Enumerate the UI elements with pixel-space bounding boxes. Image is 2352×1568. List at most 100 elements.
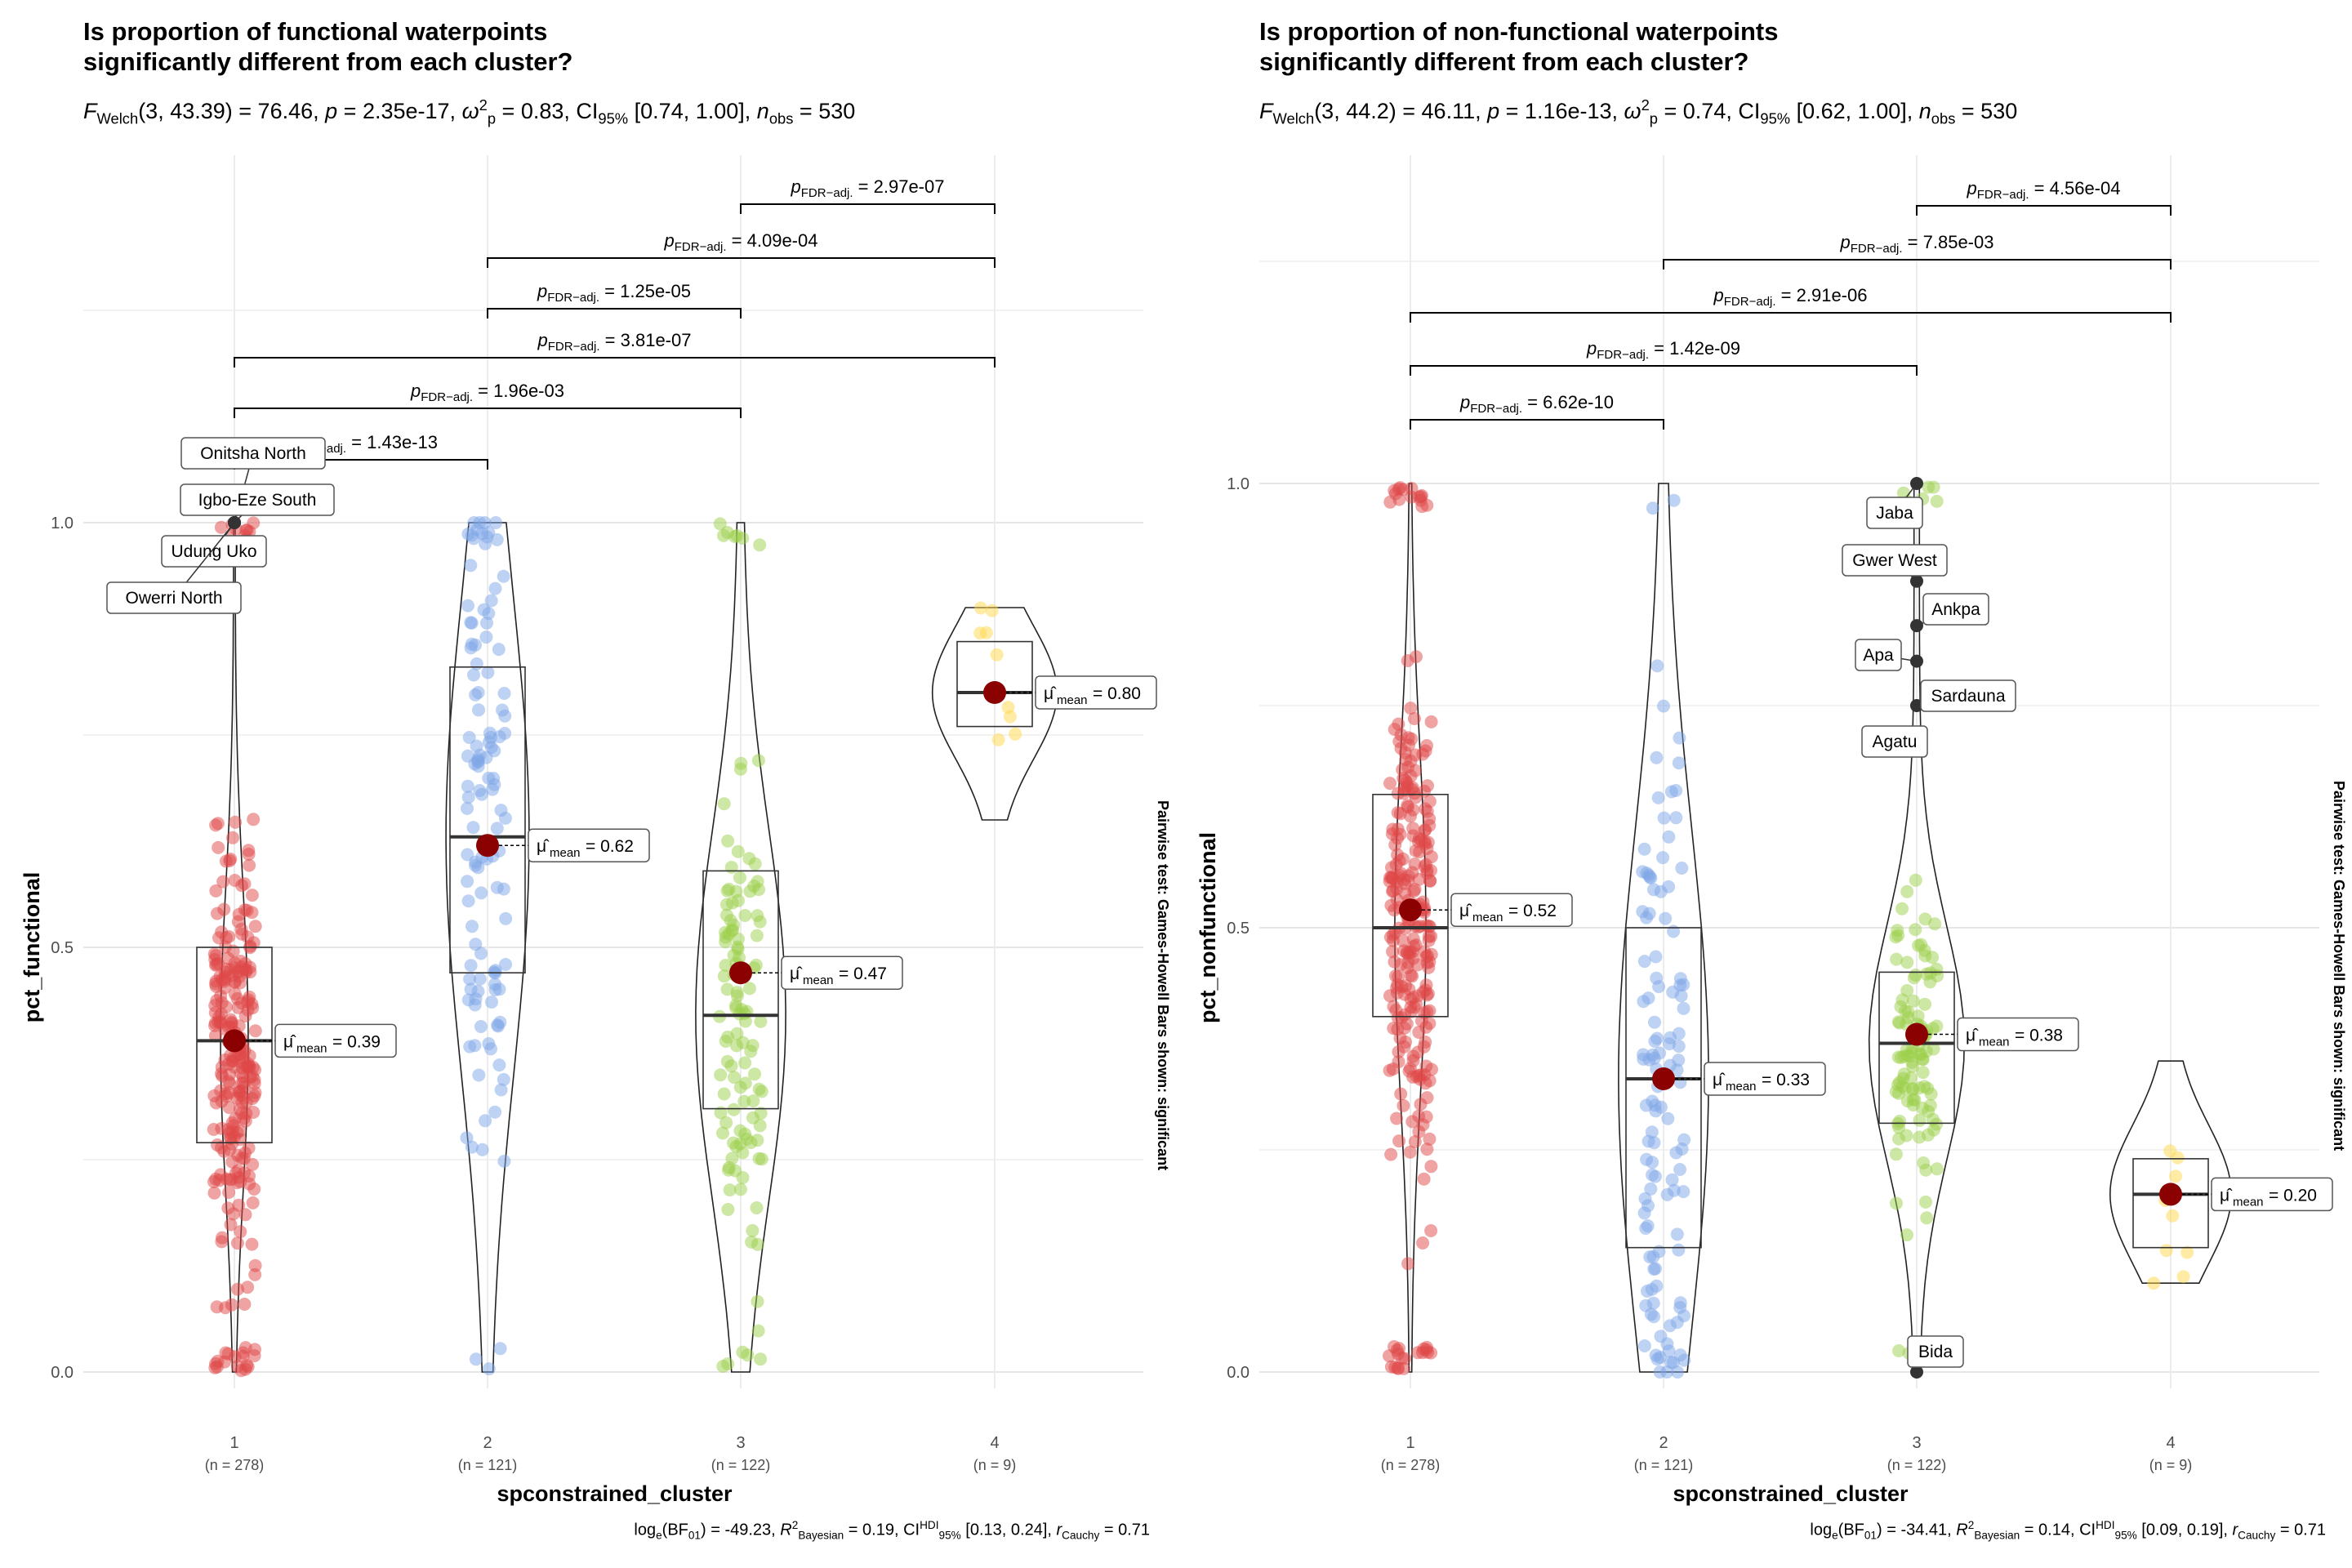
data-point (496, 703, 509, 717)
data-point (493, 1342, 507, 1356)
data-point (487, 772, 501, 785)
box-iqr (1878, 971, 1955, 1125)
x-tick-count: (n = 121) (1634, 1457, 1694, 1473)
mean-label-sub: mean (1979, 1036, 2010, 1049)
y-tick-label: 1.0 (51, 514, 74, 532)
y-tick-label: 0.0 (1227, 1364, 1250, 1382)
data-point (753, 538, 767, 552)
data-point (1419, 823, 1432, 837)
data-point (1409, 791, 1423, 804)
data-point (209, 974, 223, 988)
outlier-label-box (1861, 725, 1928, 758)
data-point (1419, 744, 1432, 758)
pairwise-bracket (234, 408, 742, 418)
violin-outline (695, 522, 786, 1373)
x-tick-label: 4 (2166, 1434, 2175, 1452)
data-point (1891, 924, 1904, 938)
x-tick-count: (n = 9) (973, 1457, 1017, 1473)
data-point (1670, 1227, 1684, 1241)
data-point (240, 1358, 254, 1372)
data-point (245, 1237, 259, 1251)
mean-value: = 0.20 (2269, 1186, 2317, 1205)
x-tick-count: (n = 122) (711, 1457, 771, 1473)
data-point (1420, 498, 1434, 512)
y-axis-title: pct_nonfunctional (1196, 832, 1220, 1023)
data-point (1392, 1134, 1406, 1148)
outlier-label-box (1866, 497, 1923, 529)
data-point (1660, 1187, 1674, 1201)
data-point (1892, 1344, 1905, 1357)
data-point (736, 1146, 750, 1160)
data-point (1909, 873, 1922, 887)
data-point (990, 648, 1004, 662)
data-point (1387, 1022, 1401, 1036)
data-point (479, 630, 493, 644)
x-tick-label: 3 (736, 1434, 745, 1452)
data-point (497, 1072, 510, 1086)
data-point (207, 1186, 221, 1200)
data-point (2169, 1169, 2182, 1183)
pairwise-bracket (1916, 205, 2172, 216)
mean-label: μ̂ (1713, 1071, 1726, 1089)
data-point (240, 523, 254, 537)
data-point (224, 1218, 238, 1232)
data-point (751, 1324, 765, 1338)
data-point (226, 831, 239, 844)
data-point (1654, 1330, 1668, 1343)
mean-label-box (1450, 893, 1573, 927)
data-point (211, 1354, 225, 1368)
data-point (212, 840, 225, 854)
data-point (494, 1083, 508, 1097)
data-point (233, 1124, 247, 1138)
data-point (1420, 1143, 1434, 1156)
data-point (1416, 1236, 1430, 1250)
data-point (754, 1107, 768, 1120)
data-point (209, 958, 222, 972)
data-point (475, 1143, 489, 1156)
data-point (243, 1071, 257, 1085)
data-point (461, 875, 474, 889)
data-point (1410, 997, 1423, 1011)
data-point (1384, 1147, 1398, 1161)
chart-title: Is proportion of non-functional waterpoi… (1259, 17, 1779, 76)
data-point (1404, 702, 1418, 715)
data-point (754, 1014, 768, 1028)
pairwise-bracket (1663, 259, 2172, 270)
data-point (1906, 1059, 1920, 1073)
data-point (1656, 851, 1670, 865)
box-iqr (2132, 1158, 2209, 1249)
data-point (238, 1298, 252, 1311)
data-point (1403, 1145, 1417, 1159)
data-point (1642, 868, 1655, 882)
outlier-label-box (1842, 544, 1948, 577)
data-point (719, 959, 733, 972)
outlier-label: Jaba (1876, 504, 1913, 523)
mean-label: μ̂ (1459, 902, 1472, 920)
y-axis-title: pct_functional (20, 872, 44, 1023)
data-point (490, 880, 504, 894)
data-point (724, 861, 738, 874)
x-tick-count: (n = 122) (1887, 1457, 1947, 1473)
data-point (1389, 858, 1403, 871)
data-point (1637, 842, 1651, 856)
data-point (248, 1267, 262, 1281)
data-point (209, 1096, 223, 1110)
mean-point (983, 681, 1006, 704)
mean-label: μ̂ (2220, 1186, 2233, 1205)
data-point (243, 1177, 256, 1191)
mean-label: μ̂ (283, 1032, 296, 1051)
mean-value: = 0.47 (839, 964, 887, 983)
data-point (742, 852, 756, 866)
data-point (1637, 995, 1650, 1009)
mean-label-box (528, 828, 650, 862)
data-point (716, 1126, 729, 1140)
data-point (1890, 952, 1904, 966)
box-iqr (449, 666, 526, 973)
data-point (746, 1039, 760, 1053)
data-point (1895, 993, 1909, 1007)
data-point (480, 616, 493, 630)
data-point (721, 1203, 735, 1216)
data-point (1673, 972, 1687, 986)
outlier-label: Udung Uko (171, 542, 256, 561)
data-point (1918, 912, 1932, 926)
